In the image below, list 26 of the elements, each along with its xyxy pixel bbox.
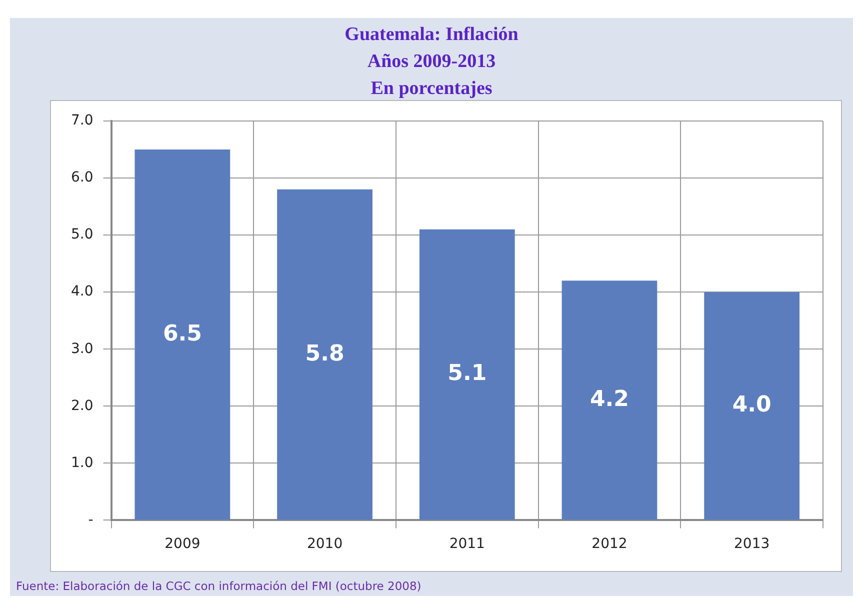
y-tick-label: 2.0 — [71, 398, 94, 414]
data-label: 5.1 — [448, 361, 487, 386]
y-tick-label: 5.0 — [71, 226, 94, 243]
y-tick-label: - — [88, 512, 94, 528]
data-label: 4.2 — [590, 386, 629, 412]
x-tick-label: 2009 — [164, 536, 200, 552]
bar — [134, 150, 230, 520]
bar — [419, 229, 515, 520]
data-label: 6.5 — [162, 321, 202, 346]
x-tick-label: 2012 — [592, 536, 628, 552]
x-tick-label: 2010 — [306, 536, 343, 552]
y-tick-label: 4.0 — [71, 284, 94, 300]
x-tick-label: 2013 — [734, 536, 770, 552]
bar — [562, 280, 658, 520]
x-tick-label: 2011 — [449, 536, 485, 552]
y-tick-label: 1.0 — [71, 454, 94, 471]
chart-title: Guatemala: Inflación — [344, 24, 520, 46]
data-label: 5.8 — [305, 341, 344, 366]
data-label: 4.0 — [732, 392, 772, 418]
bar — [277, 189, 372, 520]
y-tick-label: 7.0 — [71, 112, 94, 129]
source-note: Fuente: Elaboración de la CGC con información del FMI (octubre 2008) — [16, 579, 422, 593]
y-tick-label: 6.0 — [71, 170, 94, 186]
y-tick-label: 3.0 — [71, 340, 94, 357]
chart-subtitle: Años 2009-2013 En porcentajes — [366, 51, 497, 100]
bar — [704, 292, 800, 520]
